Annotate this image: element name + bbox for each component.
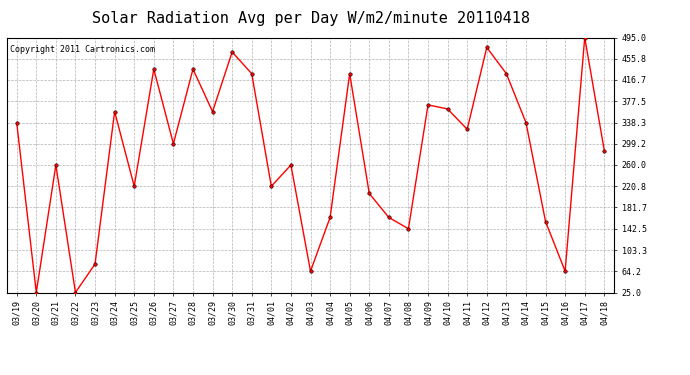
Text: Copyright 2011 Cartronics.com: Copyright 2011 Cartronics.com [10, 45, 155, 54]
Text: Solar Radiation Avg per Day W/m2/minute 20110418: Solar Radiation Avg per Day W/m2/minute … [92, 11, 529, 26]
